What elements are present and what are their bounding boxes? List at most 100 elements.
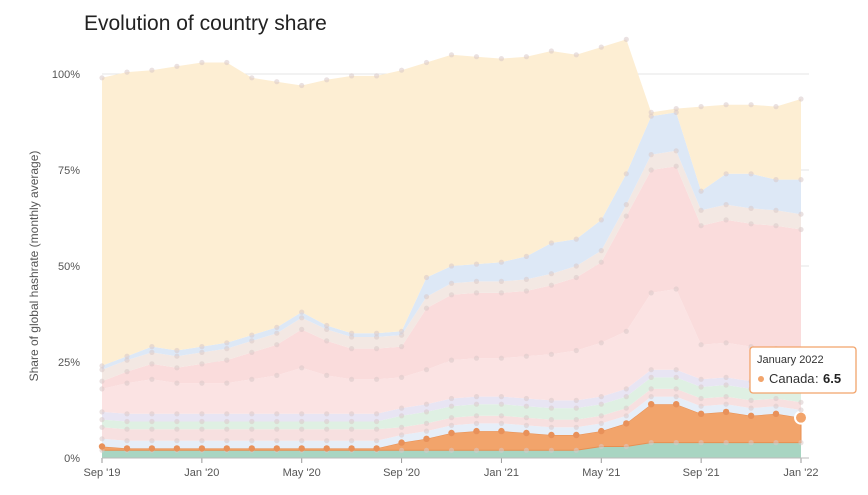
y-tick-label: 100% [52,69,80,81]
data-point [598,420,604,426]
data-point [623,202,629,208]
data-point [324,326,330,332]
data-point [174,438,180,444]
data-point [448,280,455,286]
data-point [448,395,455,402]
data-point [99,417,105,423]
data-point [673,286,679,292]
tooltip: January 2022 Canada : 6.5 [749,346,857,394]
data-point [648,401,655,408]
data-point [523,447,530,453]
data-point [149,418,155,425]
data-point [473,355,480,361]
data-point [698,104,704,110]
data-point [548,447,555,453]
data-point [498,355,504,361]
data-point [174,353,180,359]
data-point [274,438,280,444]
data-point [149,438,155,444]
data-point [323,445,330,452]
y-axis-label: Share of global hashrate (monthly averag… [27,151,41,382]
data-point [748,171,754,177]
x-tick-label: Sep '19 [84,467,121,479]
data-point [149,361,155,367]
data-point [573,347,579,354]
data-point [773,223,779,229]
data-point [399,447,405,453]
data-point [523,54,530,60]
data-point [249,438,255,444]
data-point [498,290,504,296]
data-point [473,427,480,435]
data-point [199,344,205,350]
data-point [523,422,530,428]
data-point [99,363,105,369]
data-point [523,429,530,437]
data-point [773,104,779,110]
data-point [673,148,679,154]
data-point [448,422,455,428]
data-point [249,376,255,382]
data-point [673,367,679,373]
data-point [224,59,230,66]
x-tick-label: May '21 [582,467,620,479]
data-point [199,438,205,444]
data-point [324,322,330,329]
data-point [573,405,579,411]
data-point [224,380,230,386]
data-point [273,445,280,452]
y-tick-label: 75% [58,165,80,177]
data-point [648,167,654,173]
data-point [299,326,305,332]
x-tick-label: Sep '21 [683,467,720,479]
data-point [573,236,579,242]
data-point [648,290,654,296]
data-point [124,438,130,444]
data-point [498,278,504,284]
data-point [523,253,530,259]
x-tick-label: Jan '22 [783,467,818,479]
data-point [648,152,654,158]
data-point [224,426,230,432]
data-point [299,82,305,89]
data-point [349,426,355,432]
data-point [224,418,230,425]
series-area [102,377,801,430]
data-point [349,346,355,352]
data-point [349,334,355,340]
data-point [448,403,455,409]
data-point [548,48,555,54]
data-point [673,106,679,112]
data-point [698,207,704,213]
data-point [249,426,255,432]
data-point [548,405,555,411]
highlighted-point[interactable] [794,410,808,425]
data-point [748,205,754,211]
data-point [423,428,430,434]
data-point [274,426,280,432]
data-point [673,374,679,380]
data-point [523,276,530,282]
data-point [423,367,430,373]
data-point [598,427,605,435]
data-point [698,384,704,390]
data-point [174,365,180,371]
data-point [598,259,604,265]
data-point [249,411,255,417]
data-point [723,401,729,407]
data-point [773,395,779,402]
data-point [199,380,205,386]
data-point [598,443,604,450]
data-point [623,386,629,392]
data-point [149,376,155,382]
data-point [473,394,480,400]
data-point [274,330,280,336]
data-point [673,163,679,169]
data-point [623,328,629,334]
data-point [723,382,729,388]
data-point [224,411,230,417]
x-tick-label: Jan '21 [484,467,519,479]
data-point [623,405,629,411]
data-point [498,420,504,426]
